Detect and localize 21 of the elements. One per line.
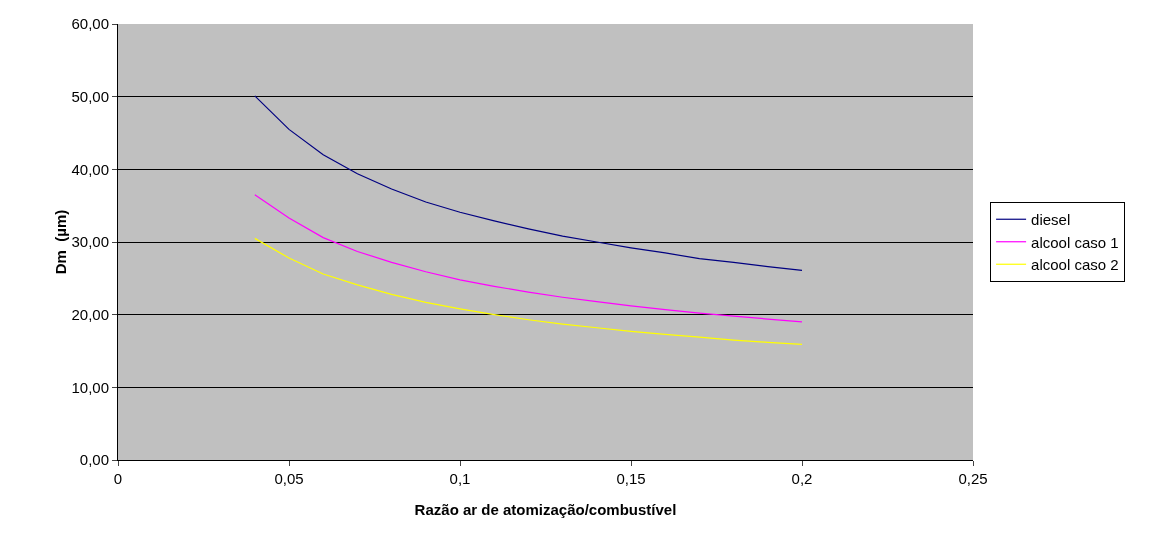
y-tick-label: 50,00 [71, 87, 109, 105]
y-tick-label: 20,00 [71, 305, 109, 323]
x-tick-label: 0,1 [449, 470, 471, 487]
x-tick-label: 0 [113, 470, 123, 487]
legend-label: alcool caso 2 [1031, 256, 1119, 274]
line-series [254, 194, 803, 323]
y-axis-title: Dm (µm) [52, 209, 70, 275]
x-axis-title: Razão ar de atomização/combustível [414, 501, 677, 518]
legend-label: alcool caso 1 [1031, 233, 1119, 251]
y-tick-label: 10,00 [71, 378, 109, 396]
y-tick-label: 40,00 [71, 160, 109, 178]
line-series [254, 95, 803, 271]
y-tick-label: 60,00 [71, 15, 109, 33]
line-series [254, 237, 803, 346]
y-tick-label: 0,00 [79, 451, 109, 469]
x-tick-label: 0,05 [274, 470, 304, 487]
x-tick-label: 0,15 [616, 470, 646, 487]
y-tick-label: 30,00 [71, 233, 109, 251]
x-tick-label: 0,2 [791, 470, 813, 487]
x-tick-label: 0,25 [958, 470, 988, 487]
legend-label: diesel [1031, 211, 1071, 229]
